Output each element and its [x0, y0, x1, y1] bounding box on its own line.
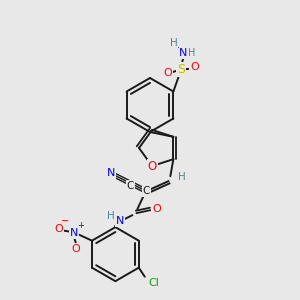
Text: C: C	[127, 181, 134, 191]
Text: S: S	[177, 63, 185, 76]
Text: N: N	[107, 168, 116, 178]
Text: H: H	[169, 38, 177, 49]
Text: O: O	[148, 160, 157, 172]
Text: N: N	[70, 228, 78, 238]
Text: H: H	[107, 211, 115, 221]
Text: −: −	[61, 216, 69, 226]
Text: H: H	[178, 172, 186, 182]
Text: N: N	[179, 49, 188, 58]
Text: C: C	[143, 186, 150, 196]
Text: O: O	[163, 68, 172, 79]
Text: Cl: Cl	[148, 278, 159, 288]
Text: O: O	[190, 62, 199, 73]
Text: H: H	[188, 47, 195, 58]
Text: O: O	[72, 244, 80, 254]
Text: O: O	[152, 204, 161, 214]
Text: O: O	[55, 224, 63, 234]
Text: +: +	[78, 221, 84, 230]
Text: N: N	[116, 216, 124, 226]
